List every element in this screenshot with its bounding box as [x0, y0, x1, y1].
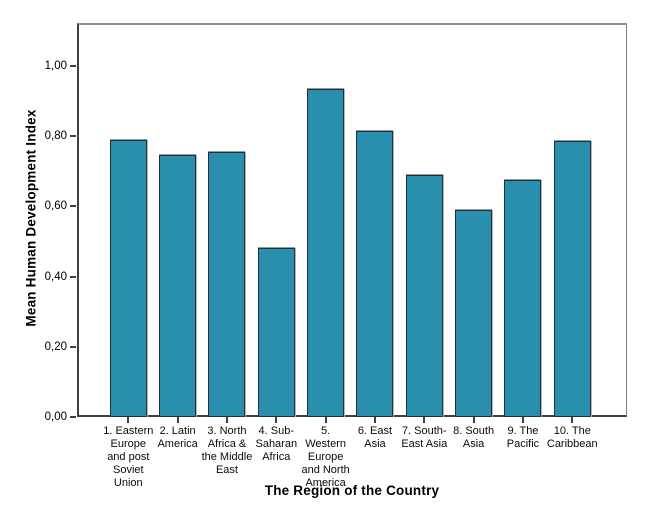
y-tick-label: 1,00 — [44, 59, 67, 72]
x-category-label-the-caribbean: 10. The Caribbean — [546, 425, 598, 450]
bar-the-caribbean — [553, 141, 591, 417]
bar-western-europe-north-america — [307, 88, 345, 417]
x-tick-mark — [275, 417, 278, 423]
bar-south-asia — [455, 209, 493, 417]
x-tick-mark — [176, 417, 179, 423]
bar-north-africa-middle-east — [208, 151, 246, 417]
bar-eastern-europe-post-soviet — [109, 139, 147, 417]
x-tick-mark — [225, 417, 228, 423]
x-tick-mark — [423, 417, 426, 423]
y-tick-mark — [70, 64, 76, 67]
y-tick-label: 0,20 — [44, 340, 67, 353]
y-tick-label: 0,40 — [44, 270, 67, 283]
y-tick-mark — [70, 275, 76, 278]
y-tick-label: 0,00 — [44, 411, 67, 423]
x-category-label-north-africa-middle-east: 3. North Africa & the Middle East — [201, 425, 253, 476]
x-category-label-sub-saharan-africa: 4. Sub- Saharan Africa — [255, 425, 298, 463]
y-tick-mark — [70, 345, 76, 348]
y-tick-mark — [70, 205, 76, 208]
x-tick-mark — [324, 417, 327, 423]
x-category-label-eastern-europe-post-soviet: 1. Eastern Europe and post Soviet Union — [103, 425, 154, 489]
x-category-label-south-east-asia: 7. South- East Asia — [401, 425, 448, 450]
x-tick-mark — [571, 417, 574, 423]
y-tick-mark — [70, 135, 76, 138]
x-category-label-latin-america: 2. Latin America — [157, 425, 198, 450]
x-axis-title: The Region of the Country — [264, 483, 440, 498]
x-category-label-east-asia: 6. East Asia — [357, 425, 393, 450]
bar-latin-america — [159, 155, 197, 417]
bar-south-east-asia — [405, 174, 443, 417]
y-tick-label: 0,80 — [44, 130, 67, 143]
y-tick-label: 0,60 — [44, 200, 67, 213]
x-category-label-the-pacific: 9. The Pacific — [506, 425, 540, 450]
bar-the-pacific — [504, 179, 542, 417]
y-tick-mark — [70, 416, 76, 418]
x-tick-mark — [521, 417, 524, 423]
x-tick-mark — [127, 417, 130, 423]
x-tick-mark — [373, 417, 376, 423]
x-category-label-western-europe-north-america: 5. Western Europe and North America — [301, 425, 350, 489]
bar-east-asia — [356, 130, 394, 417]
x-tick-mark — [472, 417, 475, 423]
x-category-label-south-asia: 8. South Asia — [453, 425, 495, 450]
bar-sub-saharan-africa — [257, 248, 295, 417]
